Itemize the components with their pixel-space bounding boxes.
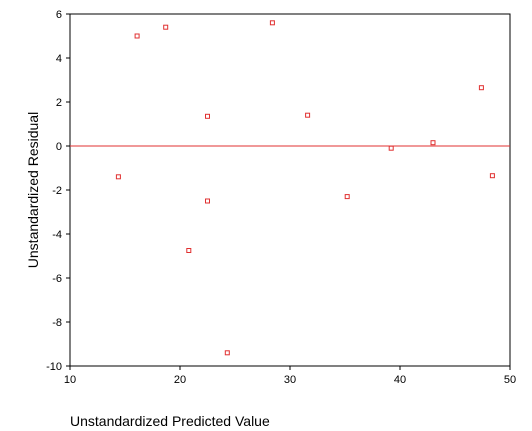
scatter-point <box>305 112 311 118</box>
y-tick-label: 2 <box>56 97 62 109</box>
scatter-point <box>224 350 230 356</box>
x-tick-label: 50 <box>504 374 516 386</box>
scatter-point <box>115 174 121 180</box>
x-axis-ticks: 10 20 30 40 50 <box>64 366 516 386</box>
data-points <box>115 20 495 356</box>
scatter-point <box>430 140 436 146</box>
y-tick-label: -10 <box>46 361 62 373</box>
y-axis-label: Unstandardized Residual <box>25 112 41 268</box>
scatter-point <box>478 85 484 91</box>
scatter-point <box>489 173 495 179</box>
scatter-point <box>269 20 275 26</box>
y-tick-label: 6 <box>56 9 62 21</box>
plot-frame <box>69 13 511 367</box>
x-tick-label: 10 <box>64 374 76 386</box>
y-tick-label: -4 <box>52 229 62 241</box>
y-axis-ticks: -10 -8 -6 -4 -2 0 2 4 6 <box>46 9 70 373</box>
x-tick-label: 30 <box>284 374 296 386</box>
y-tick-label: -2 <box>52 185 62 197</box>
y-tick-label: -8 <box>52 317 62 329</box>
scatter-point <box>134 33 140 39</box>
y-tick-label: 0 <box>56 141 62 153</box>
scatter-point <box>186 248 192 253</box>
scatter-point <box>205 198 210 204</box>
y-tick-label: -6 <box>52 273 62 285</box>
x-tick-label: 40 <box>394 374 406 386</box>
scatter-point <box>344 194 350 200</box>
y-tick-label: 4 <box>56 53 62 65</box>
scatter-point <box>163 24 169 30</box>
x-tick-label: 20 <box>174 374 186 386</box>
x-axis-label: Unstandardized Predicted Value <box>70 413 270 429</box>
scatter-point <box>388 145 394 151</box>
scatter-point <box>205 113 210 119</box>
